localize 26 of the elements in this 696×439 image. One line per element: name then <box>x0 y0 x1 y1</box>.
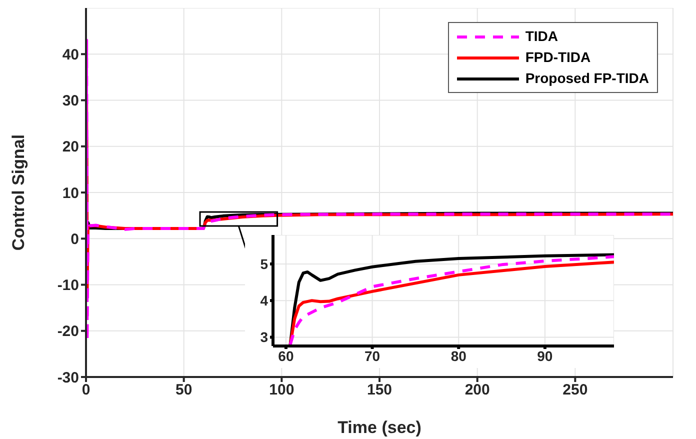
legend-label: Proposed FP-TIDA <box>525 69 649 88</box>
x-tick-label: 100 <box>269 382 294 399</box>
y-tick-label: 4 <box>260 292 268 309</box>
x-tick-label: 150 <box>366 382 392 399</box>
x-tick-label: 250 <box>562 382 588 399</box>
y-tick-label: 30 <box>62 92 79 110</box>
y-tick-label: 20 <box>62 138 79 156</box>
x-axis-title: Time (sec) <box>338 418 422 437</box>
x-tick-label: 0 <box>82 382 90 399</box>
x-tick-label: 70 <box>364 348 380 364</box>
y-tick-label: 0 <box>70 230 79 248</box>
y-tick-label: 3 <box>260 329 268 346</box>
legend-label: FPD-TIDA <box>525 48 591 67</box>
x-tick-label: 80 <box>450 348 467 364</box>
legend-label: TIDA <box>525 27 558 46</box>
y-tick-label: 5 <box>260 256 268 272</box>
x-tick-label: 90 <box>537 348 553 364</box>
y-tick-label: 10 <box>62 184 79 202</box>
x-tick-label: 200 <box>464 382 490 399</box>
y-tick-label: 40 <box>62 46 79 64</box>
x-tick-label: 60 <box>278 348 294 364</box>
y-tick-label: -30 <box>57 369 79 386</box>
x-tick-label: 50 <box>175 382 192 399</box>
y-tick-label: -20 <box>57 323 79 340</box>
y-axis-title: Control Signal <box>9 134 28 251</box>
y-tick-label: -10 <box>57 277 79 294</box>
